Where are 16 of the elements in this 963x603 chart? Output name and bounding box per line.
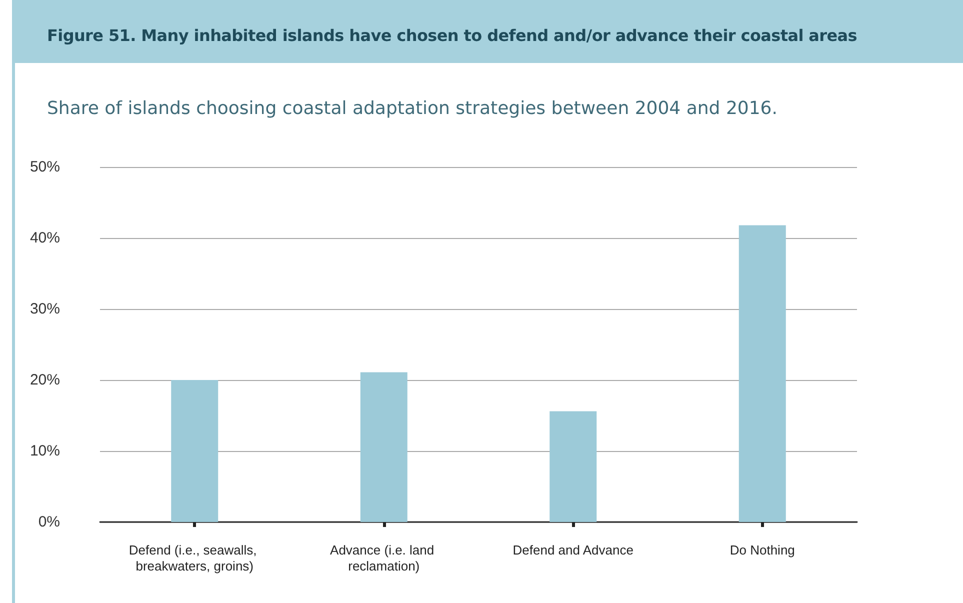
y-tick-label: 40% (30, 230, 60, 246)
y-tick-label: 10% (30, 442, 60, 460)
chart-subtitle: Share of islands choosing coastal adaptation strategies between 2004 and 2016. (47, 98, 778, 119)
y-tick-label: 0% (38, 514, 60, 530)
x-tick-label: Advance (i.e. land reclamation) (330, 542, 438, 574)
x-tick-label: Defend (i.e., seawalls, breakwaters, groins) (128, 542, 260, 574)
bar (738, 225, 786, 522)
x-tick-label: Do Nothing (730, 542, 795, 558)
y-tick-label: 20% (30, 372, 60, 388)
bar (550, 411, 597, 522)
y-tick-label: 30% (30, 300, 60, 318)
bar (360, 372, 408, 522)
y-tick-label: 50% (30, 158, 60, 176)
chart-title: Figure 51. Many inhabited islands have chosen to defend and/or advance their coastal areas (47, 26, 858, 45)
x-tick-label: Defend and Advance (512, 542, 634, 558)
bar (171, 380, 218, 522)
